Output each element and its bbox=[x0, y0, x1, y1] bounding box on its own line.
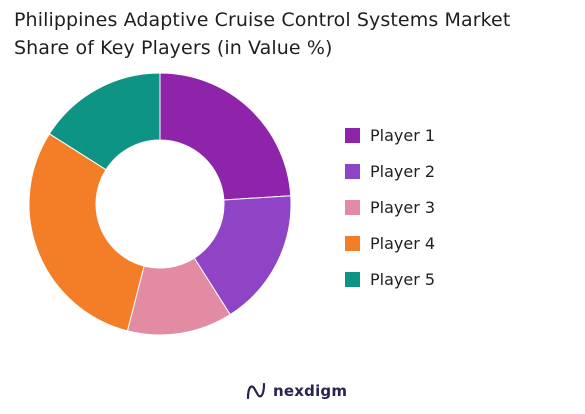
legend-item-player-2: Player 2 bbox=[345, 153, 435, 189]
legend-swatch bbox=[345, 271, 360, 287]
chart-title: Philippines Adaptive Cruise Control Syst… bbox=[14, 6, 579, 62]
legend-swatch bbox=[345, 235, 360, 251]
legend-label: Player 4 bbox=[370, 233, 436, 253]
donut-slice-player-1 bbox=[159, 72, 292, 201]
legend-swatch bbox=[345, 163, 360, 179]
legend-item-player-5: Player 5 bbox=[345, 261, 435, 297]
legend-swatch bbox=[345, 199, 360, 215]
legend-swatch bbox=[345, 127, 360, 143]
chart-title-line-1: Philippines Adaptive Cruise Control Syst… bbox=[14, 9, 511, 31]
legend-item-player-1: Player 1 bbox=[345, 117, 435, 153]
legend-label: Player 3 bbox=[370, 197, 436, 217]
donut-slice-player-5 bbox=[48, 72, 161, 171]
legend-item-player-4: Player 4 bbox=[345, 225, 435, 261]
nexdigm-logo-icon bbox=[246, 382, 266, 400]
brand-logo: nexdigm bbox=[245, 380, 347, 402]
donut-slice-player-4 bbox=[28, 133, 145, 332]
legend-item-player-3: Player 3 bbox=[345, 189, 435, 225]
legend-label: Player 5 bbox=[370, 269, 436, 289]
chart-title-line-2: Share of Key Players (in Value %) bbox=[14, 37, 333, 59]
brand-name: nexdigm bbox=[273, 382, 348, 400]
legend-label: Player 2 bbox=[370, 161, 436, 181]
legend-label: Player 1 bbox=[370, 125, 436, 145]
chart-legend: Player 1 Player 2 Player 3 Player 4 Player 5 bbox=[345, 117, 435, 297]
